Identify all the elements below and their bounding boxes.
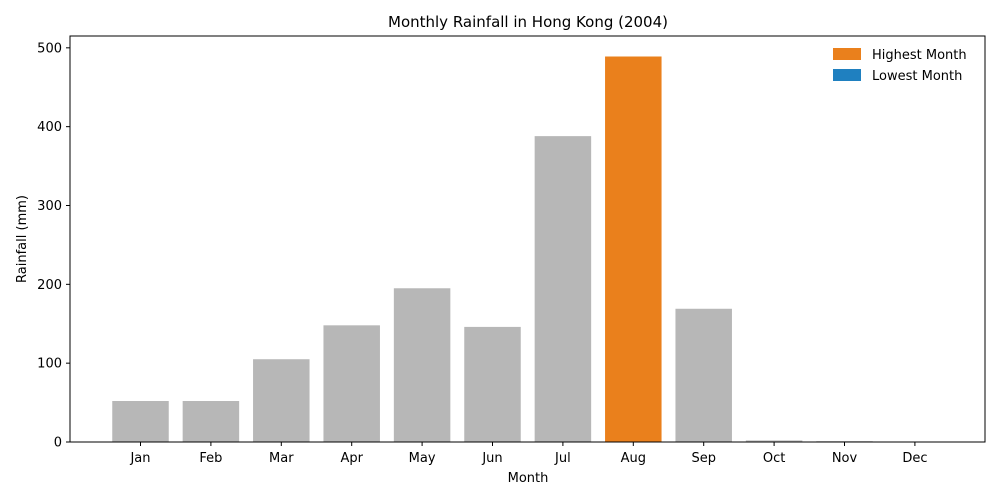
- x-tick-label: Jul: [554, 451, 571, 466]
- x-tick-label: Sep: [691, 451, 716, 466]
- bars-group: [112, 56, 873, 443]
- bar-jan: [112, 401, 169, 442]
- legend-swatch: [833, 69, 861, 81]
- chart-title: Monthly Rainfall in Hong Kong (2004): [388, 13, 668, 31]
- plot-frame: [69, 35, 986, 443]
- y-tick-label: 500: [37, 41, 62, 56]
- x-tick-label: Mar: [269, 451, 294, 466]
- x-axis-label: Month: [508, 471, 549, 486]
- legend-label: Lowest Month: [872, 69, 962, 84]
- bar-feb: [182, 401, 240, 442]
- y-axis-label: Rainfall (mm): [15, 195, 30, 283]
- y-tick-label: 300: [37, 199, 62, 214]
- legend: Highest Month Lowest Month: [833, 48, 967, 84]
- x-tick-label: Dec: [902, 451, 927, 466]
- x-tick-label: Jun: [481, 451, 502, 466]
- x-tick-label: Oct: [763, 451, 785, 466]
- y-tick-label: 400: [37, 120, 62, 135]
- bar-jun: [464, 326, 521, 442]
- bar-apr: [323, 325, 380, 442]
- x-tick-label: May: [409, 451, 436, 466]
- x-tick-label: Nov: [832, 451, 858, 466]
- bar-sep: [675, 308, 732, 442]
- x-axis-ticks: Jan Feb Mar Apr May Jun Jul Aug Sep Oct Nov Dec: [129, 442, 927, 466]
- bar-oct: [745, 440, 803, 442]
- bar-aug: [605, 56, 662, 443]
- bar-mar: [253, 359, 310, 442]
- legend-swatch: [833, 48, 861, 60]
- y-axis-ticks: 0 100 200 300 400 500: [37, 41, 70, 451]
- x-tick-label: Aug: [621, 451, 646, 466]
- x-tick-label: Jan: [129, 451, 150, 466]
- bar-jul: [534, 136, 592, 442]
- bar-may: [393, 288, 451, 442]
- y-tick-label: 200: [37, 278, 62, 293]
- x-tick-label: Feb: [199, 451, 222, 466]
- x-tick-label: Apr: [340, 451, 363, 466]
- y-tick-label: 100: [37, 357, 62, 372]
- y-tick-label: 0: [54, 436, 62, 451]
- legend-label: Highest Month: [872, 48, 967, 63]
